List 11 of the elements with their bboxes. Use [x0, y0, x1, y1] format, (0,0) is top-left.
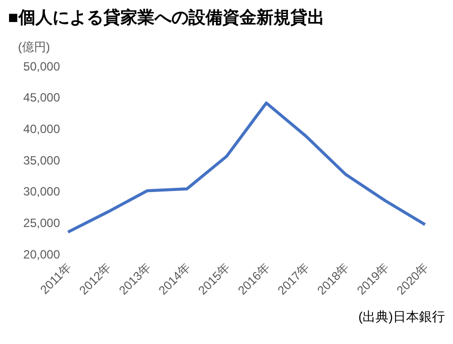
- y-tick-label: 25,000: [23, 216, 60, 230]
- y-tick-label: 35,000: [23, 153, 60, 168]
- line-series: [66, 101, 426, 234]
- y-tick-label: 50,000: [23, 59, 60, 74]
- y-tick-label: 20,000: [23, 247, 60, 262]
- chart-title: ■個人による貸家業への設備資金新規貸出: [8, 7, 326, 29]
- y-tick-label: 40,000: [23, 122, 60, 136]
- y-axis-title: (億円): [18, 39, 51, 56]
- text: (出典)日本銀行: [357, 308, 445, 326]
- y-tick-label: 30,000: [23, 184, 60, 199]
- y-tick-label: 45,000: [23, 90, 60, 105]
